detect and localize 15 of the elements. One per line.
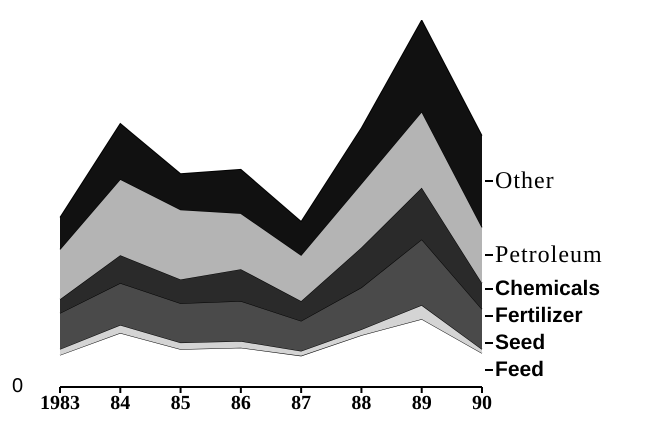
x-tick-label: 90: [472, 392, 492, 414]
x-tick-label: 85: [170, 392, 191, 414]
x-tick-label: 86: [230, 392, 251, 414]
x-tick-label: 88: [351, 392, 372, 414]
x-tick-label: 84: [110, 392, 130, 414]
legend-label: Feed: [495, 357, 544, 383]
legend-label: Chemicals: [495, 276, 600, 302]
x-tick-label: 89: [412, 392, 432, 414]
legend-label: Fertilizer: [495, 303, 583, 329]
text: 0: [12, 375, 24, 398]
x-tick-label: 87: [291, 392, 312, 414]
x-tick-label: 1983: [40, 392, 80, 414]
legend-label: Seed: [495, 330, 546, 356]
legend-label: Other: [495, 168, 555, 194]
legend-label: Petroleum: [495, 242, 603, 268]
